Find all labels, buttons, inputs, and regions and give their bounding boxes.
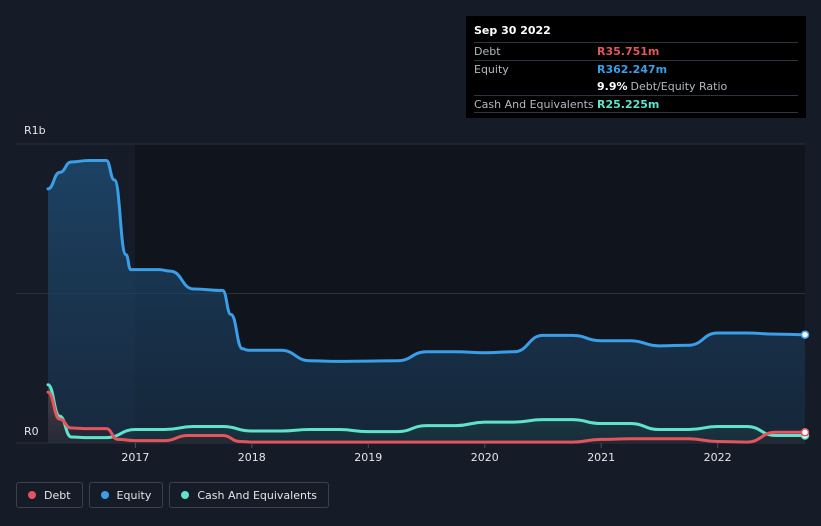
x-tick-label-2019: 2019 <box>354 451 382 464</box>
equity-line <box>46 158 807 363</box>
y-tick-label-top: R1b <box>24 124 46 137</box>
debt-line <box>46 390 807 444</box>
debt-dot-icon <box>28 491 36 499</box>
tooltip-date: Sep 30 2022 <box>474 24 551 37</box>
tooltip-row-debt: Debt R35.751m <box>474 42 798 59</box>
cash-dot-icon <box>181 491 190 499</box>
cash-line <box>46 383 807 440</box>
tooltip-row-equity: Equity R362.247m <box>474 60 798 77</box>
legend-debt-label: Debt <box>44 488 71 502</box>
legend-item-equity[interactable]: Equity <box>88 482 164 508</box>
tooltip-ratio-value: 9.9% <box>597 79 628 93</box>
data-tooltip: Sep 30 2022 Debt R35.751m Equity R362.24… <box>466 16 806 118</box>
x-tick-label-2020: 2020 <box>471 451 499 464</box>
legend-item-cash[interactable]: Cash And Equivalents <box>169 482 329 508</box>
legend-equity-label: Equity <box>116 488 152 502</box>
debt-end-marker <box>800 428 810 437</box>
equity-end-marker <box>800 330 810 339</box>
tooltip-equity-label: Equity <box>474 62 509 76</box>
tooltip-row-ratio: 9.9% Debt/Equity Ratio <box>474 78 798 94</box>
tooltip-debt-label: Debt <box>474 44 501 58</box>
chart-legend: Debt Equity Cash And Equivalents <box>16 482 329 508</box>
tooltip-ratio-label: Debt/Equity Ratio <box>630 79 728 93</box>
legend-item-debt[interactable]: Debt <box>16 482 83 508</box>
tooltip-equity-value: R362.247m <box>597 62 668 76</box>
x-tick-label-2018: 2018 <box>238 451 266 464</box>
tooltip-row-cash: Cash And Equivalents R25.225m <box>474 95 798 113</box>
tooltip-debt-value: R35.751m <box>597 44 660 58</box>
tooltip-cash-label: Cash And Equivalents <box>474 97 594 111</box>
x-tick-label-2021: 2021 <box>587 451 615 464</box>
x-tick-label-2022: 2022 <box>704 451 732 464</box>
equity-dot-icon <box>100 491 109 499</box>
equity-area <box>48 160 805 443</box>
legend-cash-label: Cash And Equivalents <box>197 488 317 502</box>
y-tick-label-bottom: R0 <box>24 425 39 438</box>
cash-area <box>48 384 805 443</box>
x-tick-label-2017: 2017 <box>121 451 149 464</box>
tooltip-cash-value: R25.225m <box>597 97 660 111</box>
